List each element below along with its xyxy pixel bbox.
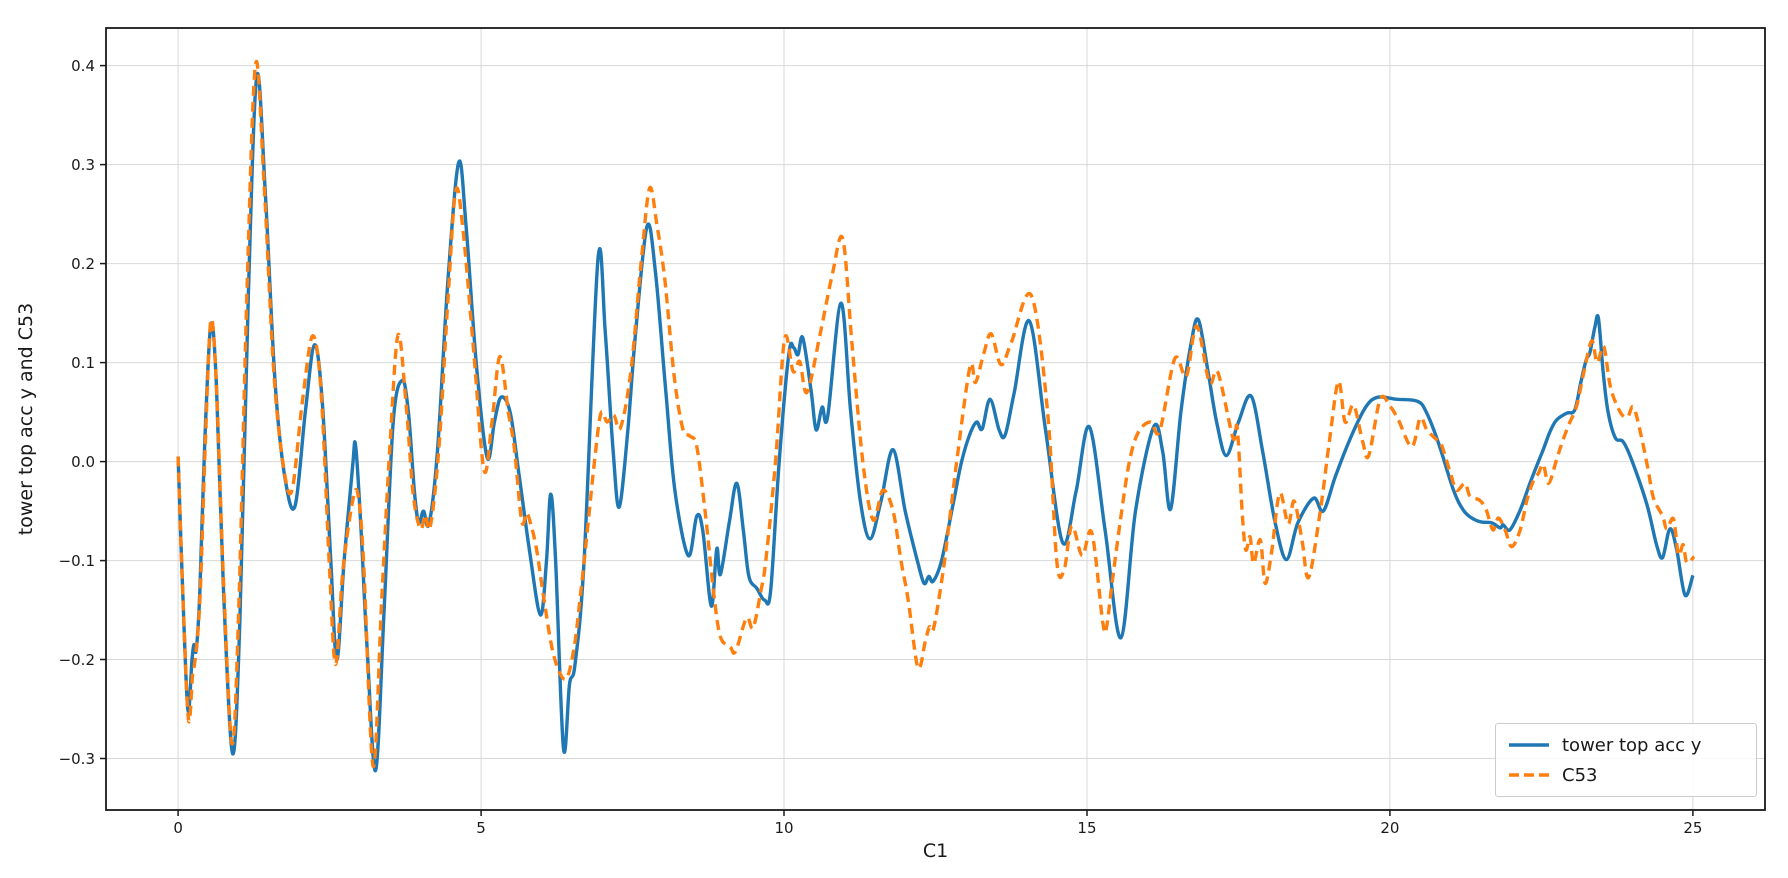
x-axis-label: C1 xyxy=(922,840,949,862)
tick-marks xyxy=(100,64,1694,816)
legend: tower top acc y C53 xyxy=(1495,723,1757,797)
y-tick-label: 0.2 xyxy=(71,254,95,273)
x-tick-label: 25 xyxy=(1683,819,1703,837)
axes-spines xyxy=(105,27,1766,811)
y-tick-label: 0.3 xyxy=(71,155,95,174)
y-tick-label: −0.3 xyxy=(58,749,95,768)
y-axis-label: tower top acc y and C53 xyxy=(15,302,37,536)
x-tick-label: 15 xyxy=(1077,819,1097,837)
legend-label: C53 xyxy=(1562,764,1598,786)
gridlines xyxy=(106,28,1765,810)
y-tick-label: 0.4 xyxy=(71,56,95,75)
legend-line-dashed-icon xyxy=(1509,773,1549,777)
legend-line-solid-icon xyxy=(1509,743,1549,747)
legend-entry-tower-top-acc-y: tower top acc y xyxy=(1508,732,1746,758)
x-tick-label: 20 xyxy=(1380,819,1400,837)
x-tick-label: 5 xyxy=(476,819,486,837)
y-tick-label: 0.1 xyxy=(71,353,95,372)
legend-label: tower top acc y xyxy=(1562,734,1702,756)
y-tick-label: −0.1 xyxy=(58,551,95,570)
x-tick-label: 10 xyxy=(774,819,794,837)
series-line-c53 xyxy=(176,59,1696,769)
y-tick-label: 0.0 xyxy=(71,452,95,471)
x-tick-label: 0 xyxy=(173,819,183,837)
legend-entry-c53: C53 xyxy=(1508,762,1746,788)
series-line-tower-top-acc-y xyxy=(176,71,1695,773)
y-tick-label: −0.2 xyxy=(58,650,95,669)
